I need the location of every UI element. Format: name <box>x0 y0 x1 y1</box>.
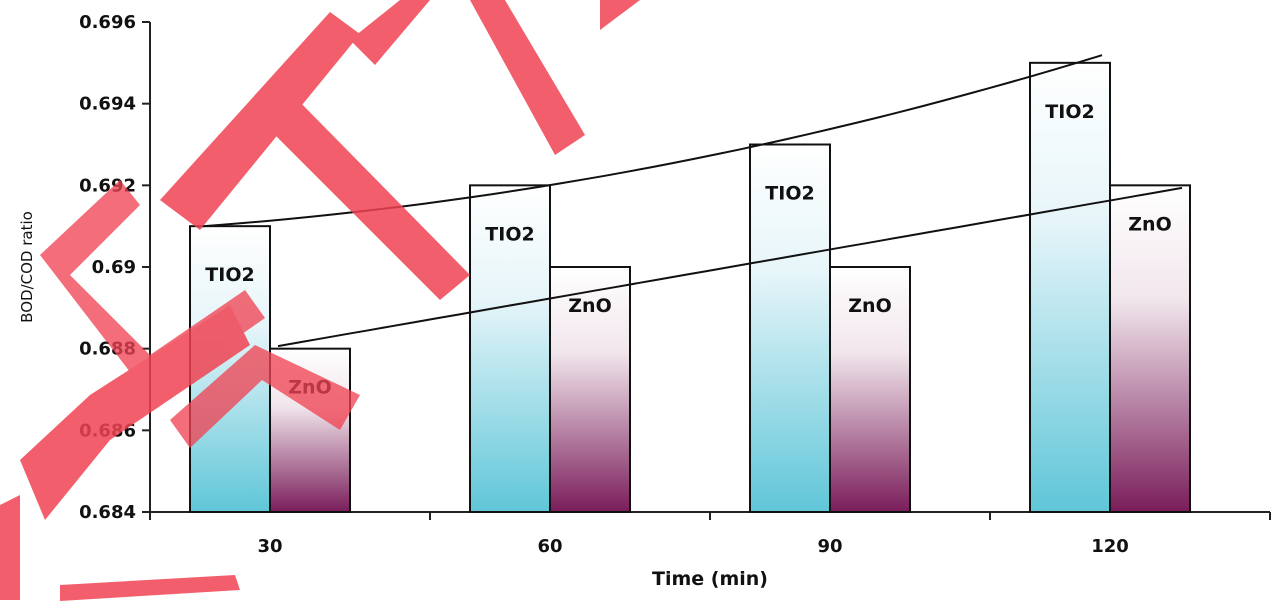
x-axis-title: Time (min) <box>652 568 768 590</box>
x-tick-label: 30 <box>257 536 282 557</box>
watermark-letter-a <box>470 0 585 155</box>
bar-label-tio2: TIO2 <box>1045 101 1094 123</box>
bar-label-tio2: TIO2 <box>205 264 254 286</box>
bar-label-zno: ZnO <box>568 295 611 317</box>
y-axis-title: BOD/COD ratio <box>18 211 36 323</box>
watermark-letter-r2 <box>350 0 430 65</box>
retracted-watermark <box>0 0 640 601</box>
bar-zno-120 <box>1109 184 1191 513</box>
watermark-letter-t <box>160 12 360 230</box>
bar-zno-90 <box>829 266 911 513</box>
x-tick-label: 90 <box>817 536 842 557</box>
bar-zno-60 <box>549 266 631 513</box>
bars <box>189 61 1191 514</box>
bar-tio2-90 <box>749 143 831 513</box>
bar-label-zno: ZnO <box>848 295 891 317</box>
y-tick-label: 0.684 <box>79 502 136 523</box>
trendlines <box>197 54 1183 348</box>
watermark-letter-d2 <box>60 575 240 601</box>
watermark-letter-e-inner <box>170 345 360 448</box>
y-tick-label: 0.69 <box>92 257 136 278</box>
bar-labels: TIO2ZnOTIO2ZnOTIO2ZnOTIO2ZnO <box>205 101 1171 399</box>
bar-tio2-120 <box>1029 61 1111 513</box>
bar-label-tio2: TIO2 <box>485 223 534 245</box>
watermark-letter-e <box>40 180 265 398</box>
y-tick-label: 0.694 <box>79 94 136 115</box>
y-tick-label: 0.696 <box>79 12 136 33</box>
x-tick-label: 60 <box>537 536 562 557</box>
trendline-tio2 <box>197 54 1103 228</box>
watermark-letter-d <box>0 495 20 600</box>
x-ticks: 30 60 90 120 <box>149 512 1271 557</box>
bar-label-tio2: TIO2 <box>765 183 814 205</box>
watermark-letter-c <box>600 0 640 30</box>
watermark-letter-t-stem <box>260 92 470 300</box>
x-tick-label: 120 <box>1091 536 1129 557</box>
bar-label-zno: ZnO <box>1128 213 1171 235</box>
trendline-zno <box>277 186 1183 348</box>
